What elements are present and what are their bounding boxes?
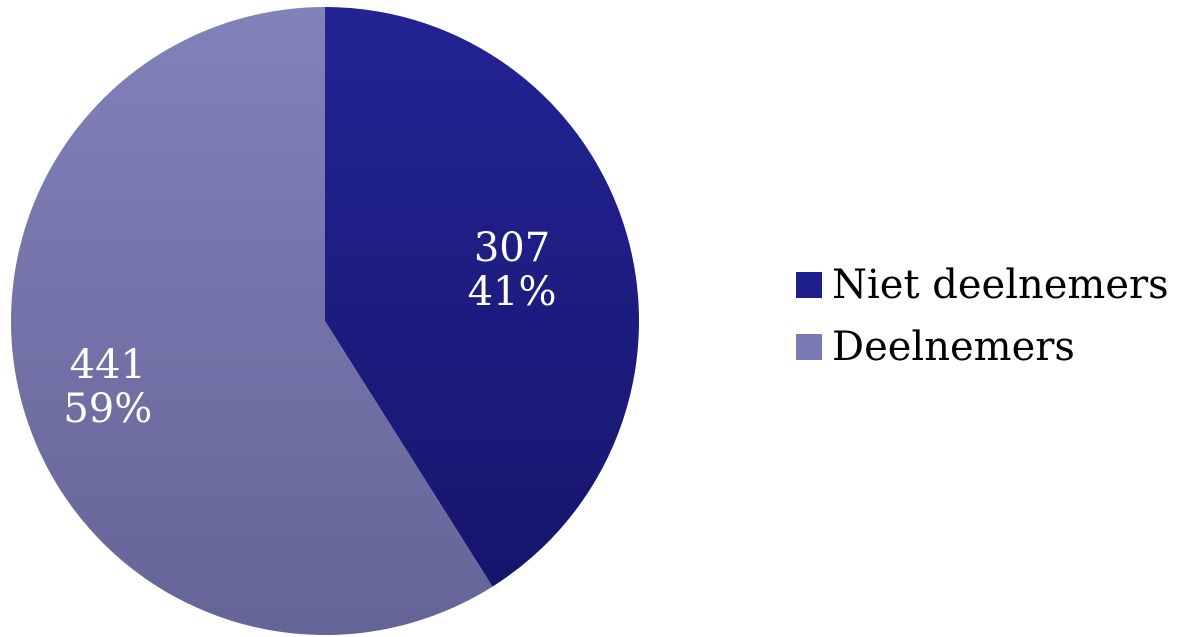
slice-value-label-niet-deelnemers: 307	[474, 225, 550, 271]
pie-slice-deelnemers	[11, 7, 493, 635]
legend-swatch-deelnemers	[796, 334, 822, 360]
legend-label-niet-deelnemers: Niet deelnemers	[832, 262, 1169, 308]
legend-swatch-niet-deelnemers	[796, 272, 822, 298]
slice-percent-label-deelnemers: 59%	[63, 386, 152, 432]
legend-item-niet-deelnemers: Niet deelnemers	[796, 260, 1169, 310]
pie-slice-niet-deelnemers	[325, 7, 640, 587]
legend-label-deelnemers: Deelnemers	[832, 324, 1075, 370]
slice-percent-label-niet-deelnemers: 41%	[468, 269, 557, 315]
legend-item-deelnemers: Deelnemers	[796, 322, 1169, 372]
legend: Niet deelnemers Deelnemers	[796, 260, 1169, 384]
slice-value-label-deelnemers: 441	[70, 342, 146, 388]
